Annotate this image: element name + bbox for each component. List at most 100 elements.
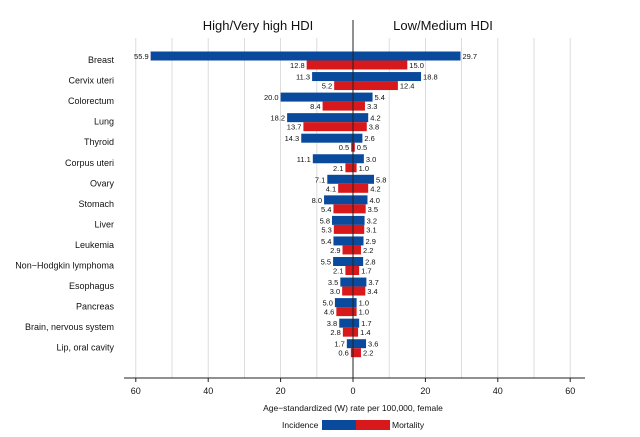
value-label-left-mortality-esophagus: 3.0 [330,287,340,296]
bar-right-mortality-liver [353,224,365,234]
bar-right-mortality-leukemia [353,245,361,255]
bar-left-incidence-lung [287,113,353,123]
value-label-right-mortality-liver: 3.1 [366,225,376,234]
bar-left-incidence-thyroid [301,133,353,143]
value-label-left-incidence-corpus-uteri: 11.1 [297,155,311,164]
value-label-left-mortality-cervix-uteri: 5.2 [322,82,332,91]
bar-right-incidence-colorectum [353,92,373,102]
category-label-lip-oral-cavity: Lip, oral cavity [56,343,114,353]
value-label-right-incidence-liver: 3.2 [367,216,377,225]
bar-left-mortality-leukemia [342,245,353,255]
value-label-left-incidence-esophagus: 3.5 [328,278,338,287]
x-tick-label: 40 [493,386,503,396]
value-label-right-mortality-breast: 15.0 [409,61,424,70]
category-label-corpus-uteri: Corpus uteri [65,158,114,168]
bar-left-mortality-lip-oral-cavity [350,348,353,358]
value-label-right-mortality-lip-oral-cavity: 2.2 [363,349,373,358]
category-label-ovary: Ovary [90,178,115,188]
x-tick-label: 40 [203,386,213,396]
bar-left-incidence-pancreas [334,298,353,308]
value-label-right-mortality-cervix-uteri: 12.4 [400,82,415,91]
bar-right-incidence-pancreas [353,298,357,308]
bar-right-mortality-lip-oral-cavity [353,348,361,358]
bar-right-incidence-ovary [353,174,374,184]
category-label-esophagus: Esophagus [69,281,115,291]
x-tick-label: 20 [420,386,430,396]
bar-right-incidence-stomach [353,195,368,205]
value-label-left-incidence-non-hodgkin-lymphoma: 5.5 [321,258,331,267]
bar-right-mortality-lung [353,122,367,132]
category-label-breast: Breast [88,55,115,65]
category-label-non-hodgkin-lymphoma: Non−Hodgkin lymphoma [15,261,114,271]
bar-left-incidence-lip-oral-cavity [346,339,353,349]
bar-left-incidence-leukemia [333,236,353,246]
value-label-left-incidence-ovary: 7.1 [315,175,325,184]
value-label-right-incidence-leukemia: 2.9 [365,237,375,246]
value-label-right-mortality-lung: 3.8 [369,123,379,132]
category-label-cervix-uteri: Cervix uteri [68,76,114,86]
value-label-left-incidence-leukemia: 5.4 [321,237,331,246]
value-label-left-mortality-corpus-uteri: 2.1 [333,164,343,173]
value-label-right-incidence-esophagus: 3.7 [368,278,378,287]
value-label-right-mortality-non-hodgkin-lymphoma: 1.7 [361,267,371,276]
value-label-left-mortality-breast: 12.8 [290,61,305,70]
legend-swatch-incidence [322,420,356,430]
value-label-left-incidence-lip-oral-cavity: 1.7 [334,340,344,349]
value-label-right-mortality-corpus-uteri: 1.0 [359,164,369,173]
value-label-left-incidence-cervix-uteri: 11.3 [296,73,310,82]
bar-right-incidence-brain-nervous-system [353,318,360,328]
x-tick-label: 20 [276,386,286,396]
bar-right-mortality-stomach [353,204,366,214]
value-label-left-mortality-pancreas: 4.6 [324,308,334,317]
value-label-left-mortality-brain-nervous-system: 2.8 [330,328,340,337]
bars [150,51,461,358]
bar-left-mortality-pancreas [336,307,353,317]
bar-left-mortality-breast [306,60,353,70]
category-labels: Breast Cervix uteri Colorectum Lung Thyroid C… [15,55,114,353]
value-label-right-incidence-lip-oral-cavity: 3.6 [368,340,378,349]
category-label-pancreas: Pancreas [76,302,115,312]
bar-right-incidence-breast [353,51,461,61]
bar-left-mortality-stomach [333,204,353,214]
bar-right-incidence-esophagus [353,277,367,287]
bar-left-mortality-non-hodgkin-lymphoma [345,266,353,275]
bar-left-mortality-ovary [338,183,353,193]
bar-right-incidence-lung [353,113,369,123]
bar-right-mortality-non-hodgkin-lymphoma [353,266,360,275]
value-label-right-incidence-colorectum: 5.4 [375,93,385,102]
bar-right-mortality-pancreas [353,307,357,317]
category-label-brain-nervous-system: Brain, nervous system [25,322,114,332]
category-label-colorectum: Colorectum [68,96,114,106]
value-label-left-mortality-stomach: 5.4 [321,205,331,214]
bar-right-mortality-breast [353,60,408,70]
bar-left-incidence-stomach [324,195,353,205]
value-label-right-incidence-thyroid: 2.6 [364,134,374,143]
value-label-right-incidence-cervix-uteri: 18.8 [423,73,438,82]
category-label-lung: Lung [94,117,114,127]
value-label-right-mortality-pancreas: 1.0 [359,308,369,317]
bar-left-incidence-esophagus [340,277,353,287]
x-axis-title: Age−standardized (W) rate per 100,000, f… [263,403,443,413]
value-label-right-mortality-brain-nervous-system: 1.4 [360,328,370,337]
bar-right-mortality-cervix-uteri [353,81,398,91]
bar-right-incidence-thyroid [353,133,363,143]
bar-right-mortality-brain-nervous-system [353,327,359,337]
bar-right-mortality-corpus-uteri [353,163,357,173]
bar-left-mortality-lung [303,122,353,132]
bar-left-incidence-liver [332,215,353,225]
value-label-right-incidence-pancreas: 1.0 [359,299,369,308]
bar-left-mortality-thyroid [351,142,353,152]
bar-right-incidence-liver [353,215,365,225]
value-label-left-mortality-colorectum: 8.4 [310,102,320,111]
bar-left-incidence-ovary [327,174,353,184]
value-label-left-mortality-liver: 5.3 [321,225,331,234]
value-label-left-incidence-lung: 18.2 [271,114,286,123]
legend-label-incidence: Incidence [282,420,319,430]
value-label-right-mortality-ovary: 4.2 [370,184,380,193]
value-label-right-incidence-ovary: 5.8 [376,175,386,184]
x-axis: 60 40 20 0 20 40 60 [124,20,585,396]
bar-left-incidence-brain-nervous-system [339,318,353,328]
bar-right-mortality-esophagus [353,286,366,296]
bar-left-mortality-cervix-uteri [334,81,353,91]
